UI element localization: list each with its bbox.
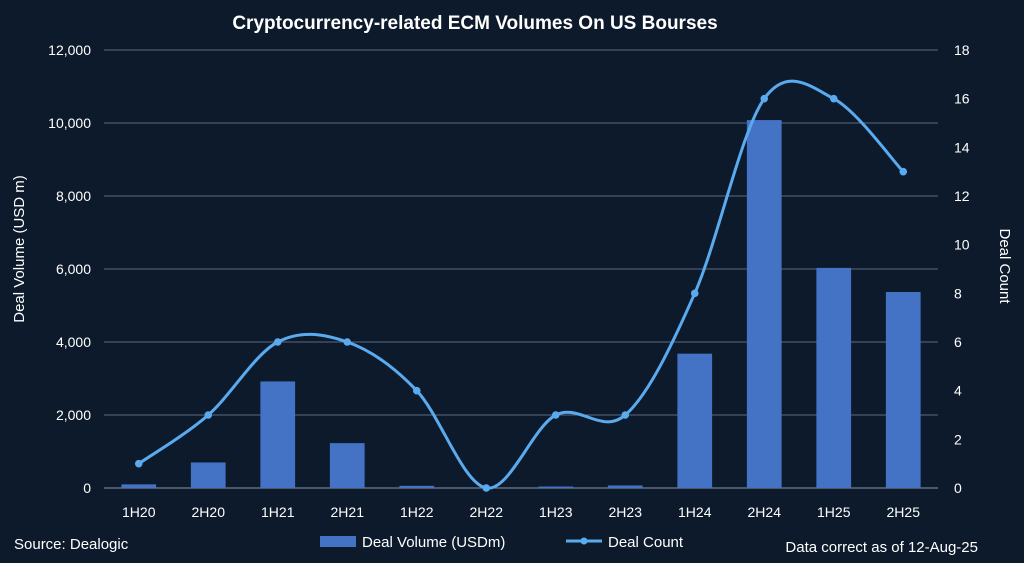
deal-count-point [482,484,491,492]
y2-tick-label: 0 [954,480,962,496]
x-tick-label: 2H23 [609,504,643,520]
data-date-note: Data correct as of 12-Aug-25 [785,539,978,556]
x-tick-label: 1H21 [261,504,295,520]
deal-count-point [134,459,143,468]
legend-bar-swatch [320,536,356,547]
y-tick-label: 4,000 [56,334,91,350]
bar [816,267,852,488]
y2-tick-label: 4 [954,383,962,399]
bar [607,485,643,488]
gridlines [104,49,938,489]
bar [329,443,365,488]
right-axis-ticks: 0 2 4 6 8 10 12 14 16 18 [954,42,970,496]
chart-title: Cryptocurrency-related ECM Volumes On US… [232,13,717,34]
x-axis-ticks: 1H20 2H20 1H21 2H21 1H22 2H22 1H23 2H23 1H24 2H24… [122,504,920,520]
x-tick-label: 2H25 [887,504,921,520]
deal-count-point [551,411,560,419]
y2-tick-label: 6 [954,334,962,350]
deal-count-point [829,94,838,103]
deal-count-point [204,411,213,419]
x-tick-label: 1H22 [400,504,434,520]
deal-count-point [273,338,282,346]
y2-tick-label: 14 [954,139,970,155]
deal-count-point [621,411,630,419]
deal-count-point [760,94,769,103]
bar [885,291,921,488]
bar [190,462,226,488]
x-tick-label: 1H24 [678,504,712,520]
source-note: Source: Dealogic [14,536,129,553]
legend-line-label: Deal Count [608,534,684,551]
legend: Deal Volume (USDm) Deal Count [320,534,684,551]
x-tick-label: 1H23 [539,504,573,520]
deal-count-point [899,167,908,176]
y2-tick-label: 8 [954,285,962,301]
y-tick-label: 8,000 [56,188,91,204]
y2-tick-label: 16 [954,91,970,107]
legend-line-marker [580,537,588,545]
line-series [134,79,908,492]
y-tick-label: 12,000 [48,42,91,58]
x-tick-label: 2H21 [331,504,365,520]
y-axis-label: Deal Volume (USD m) [11,175,28,323]
deal-count-point [412,386,421,395]
bar [260,381,296,488]
x-tick-label: 1H25 [817,504,851,520]
y2-tick-label: 2 [954,431,962,447]
legend-bar-label: Deal Volume (USDm) [362,534,505,551]
y2-axis-label: Deal Count [996,228,1013,304]
bar [677,353,713,488]
y2-tick-label: 12 [954,188,970,204]
y-tick-label: 0 [83,480,91,496]
left-axis-ticks: 0 2,000 4,000 6,000 8,000 10,000 12,000 [48,42,91,496]
y-tick-label: 10,000 [48,115,91,131]
bar [121,484,157,488]
y2-tick-label: 18 [954,42,970,58]
deal-count-point [343,338,352,346]
x-tick-label: 1H20 [122,504,156,520]
bar [538,486,574,488]
bar [399,485,435,488]
y-tick-label: 6,000 [56,261,91,277]
bar [746,120,782,488]
x-tick-label: 2H24 [748,504,782,520]
bar-series [121,120,921,488]
x-tick-label: 2H22 [470,504,504,520]
y-tick-label: 2,000 [56,407,91,423]
x-tick-label: 2H20 [192,504,226,520]
deal-count-point [690,289,699,298]
y2-tick-label: 10 [954,237,970,253]
